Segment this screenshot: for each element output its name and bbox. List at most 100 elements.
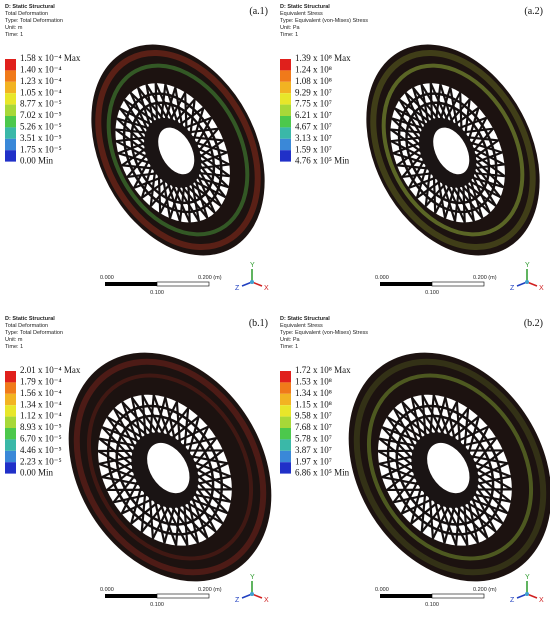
legend-swatch (5, 104, 16, 116)
header-line: Type: Equivalent (von-Mises) Stress (280, 330, 368, 336)
header-line: D: Static Structural (280, 316, 330, 322)
axis-z-label: Z (510, 285, 515, 292)
axis-y-label: Y (250, 574, 255, 581)
legend-label: 6.70 x 10⁻⁵ (20, 433, 62, 443)
legend-label: 1.79 x 10⁻⁴ (20, 376, 62, 386)
legend-label: 7.68 x 10⁷ (295, 422, 332, 432)
spoke-ring (397, 92, 498, 214)
scale-end: 0.200 (m) (198, 587, 222, 593)
legend-swatch (5, 393, 16, 406)
header-line: Time: 1 (5, 32, 23, 38)
legend-label: 1.75 x 10⁻⁵ (20, 144, 62, 154)
legend-label: 1.39 x 10⁸ Max (295, 53, 351, 63)
legend-label: 0.00 Min (20, 468, 54, 478)
axis-z-label: Z (235, 597, 240, 604)
legend-swatch (5, 371, 16, 383)
axis-y-label: Y (250, 262, 255, 269)
legend-label: 1.40 x 10⁻⁴ (20, 64, 62, 74)
tread-band (95, 49, 261, 251)
tire-model (348, 352, 550, 582)
legend-label: 9.58 x 10⁷ (295, 411, 332, 421)
legend-label: 1.34 x 10⁸ (295, 388, 332, 398)
legend-label: 8.77 x 10⁻⁵ (20, 99, 62, 109)
scale-start: 0.000 (100, 587, 114, 593)
header-line: Equivalent Stress (280, 11, 323, 17)
scale-bar (431, 593, 485, 599)
tire-model (91, 44, 265, 256)
legend-label: 3.13 x 10⁷ (295, 133, 332, 143)
spoke-ring (405, 101, 491, 205)
scale-bar (105, 282, 157, 286)
legend-label: 9.29 x 10⁷ (295, 87, 332, 97)
legend-label: 4.67 x 10⁷ (295, 121, 332, 131)
axis-origin (525, 592, 529, 596)
axis-x-label: X (539, 597, 544, 604)
header-line: Type: Total Deformation (5, 18, 63, 24)
legend-swatch (280, 393, 291, 406)
legend-label: 1.15 x 10⁸ (295, 399, 332, 409)
axis-z-label: Z (235, 285, 240, 292)
header-line: Type: Equivalent (von-Mises) Stress (280, 18, 368, 24)
tread-band (370, 49, 536, 251)
hub-hole (158, 127, 195, 175)
legend-label: 1.53 x 10⁸ (295, 376, 332, 386)
legend-swatch (280, 462, 291, 474)
header-line: D: Static Structural (280, 4, 330, 10)
tread-band (73, 358, 267, 576)
legend-swatch (5, 428, 16, 440)
legend-label: 6.86 x 10⁵ Min (295, 468, 350, 478)
tread-band (86, 373, 254, 561)
legend-label: 4.76 x 10⁵ Min (295, 156, 350, 166)
legend-label: 1.59 x 10⁷ (295, 144, 332, 154)
spoke-ring (115, 414, 215, 526)
legend-swatch (280, 116, 291, 128)
legend-swatch (280, 371, 291, 383)
scale-bar (156, 281, 210, 287)
scale-end: 0.200 (m) (198, 275, 222, 281)
panel-label: (a.1) (249, 6, 268, 17)
legend-label: 6.21 x 10⁷ (295, 110, 332, 120)
legend-label: 1.23 x 10⁻⁴ (20, 76, 62, 86)
legend-swatch (280, 150, 291, 162)
hub-hole (427, 442, 470, 494)
legend-swatch (5, 416, 16, 428)
spoke-ring (122, 92, 223, 214)
legend-swatch (5, 405, 16, 417)
legend-swatch (5, 116, 16, 128)
hub-hole (147, 442, 190, 494)
scale-mid: 0.100 (425, 290, 439, 296)
legend-label: 1.12 x 10⁻⁴ (20, 411, 62, 421)
legend-swatch (280, 416, 291, 428)
header-line: Unit: Pa (280, 25, 301, 31)
scale-start: 0.000 (375, 275, 389, 281)
legend-label: 5.78 x 10⁷ (295, 433, 332, 443)
legend-label: 1.58 x 10⁻⁴ Max (20, 53, 81, 63)
legend-swatch (280, 81, 291, 94)
tread-band (381, 63, 525, 237)
legend-label: 5.26 x 10⁻⁵ (20, 121, 62, 131)
legend-label: 1.24 x 10⁸ (295, 64, 332, 74)
tire-model (68, 352, 272, 582)
legend-swatch (5, 70, 16, 82)
legend-label: 7.75 x 10⁷ (295, 99, 332, 109)
header-line: D: Static Structural (5, 4, 55, 10)
legend-swatch (280, 70, 291, 82)
scale-bar (105, 594, 157, 598)
scale-bar (380, 282, 432, 286)
header-line: Unit: m (5, 337, 23, 343)
panel-label: (a.2) (524, 6, 543, 17)
legend-swatch (5, 127, 16, 139)
panel-label: (b.2) (524, 318, 543, 329)
header-line: Unit: Pa (280, 337, 301, 343)
panel-label: (b.1) (249, 318, 268, 329)
axis-x-label: X (264, 597, 269, 604)
scale-mid: 0.100 (425, 602, 439, 608)
legend-swatch (5, 462, 16, 474)
axis-y-label: Y (525, 574, 530, 581)
tread-band (366, 373, 534, 561)
legend-label: 8.93 x 10⁻⁵ (20, 422, 62, 432)
legend-swatch (280, 59, 291, 71)
legend-swatch (5, 450, 16, 463)
